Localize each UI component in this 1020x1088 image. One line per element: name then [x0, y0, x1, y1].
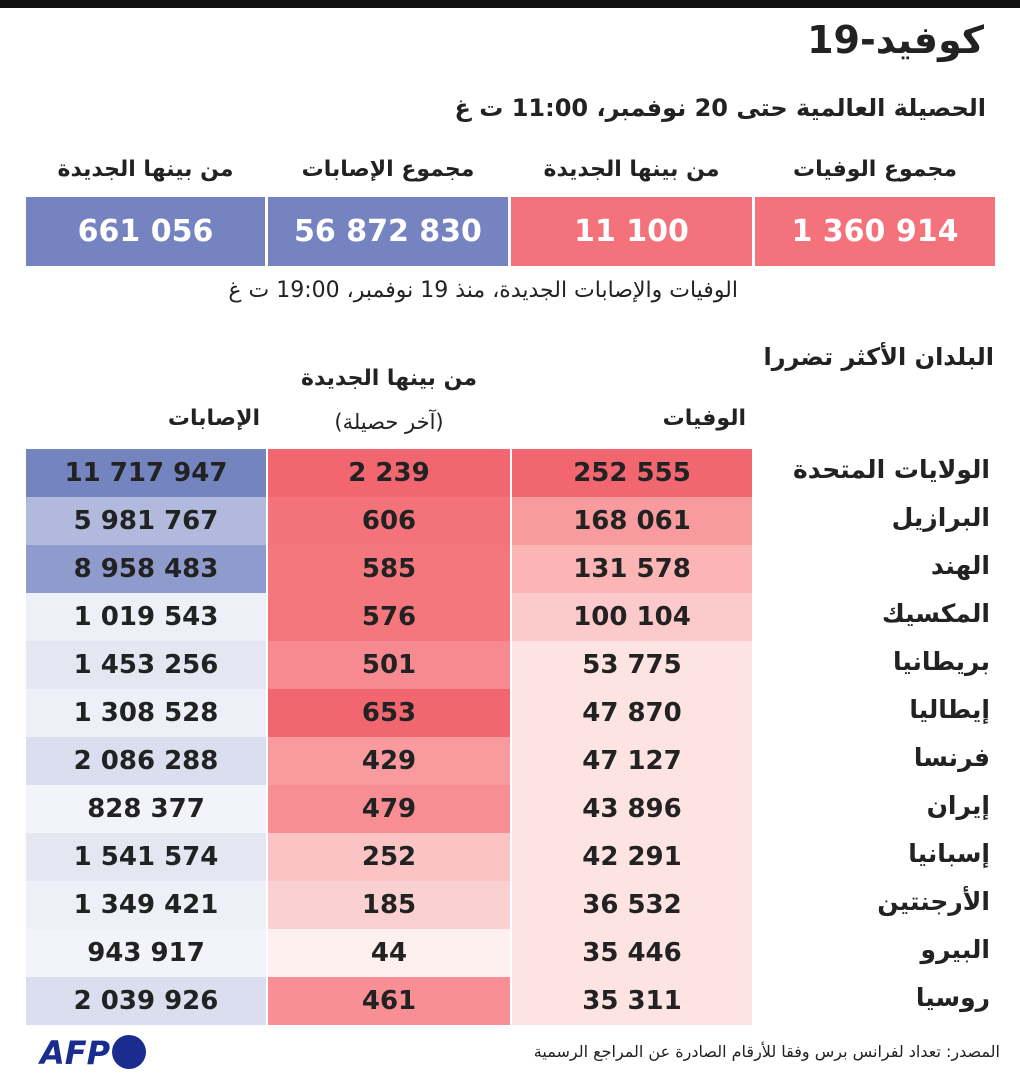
- country: البيرو: [920, 935, 990, 964]
- cases-cell: 1 453 256: [26, 641, 266, 689]
- deaths-cell: 100 104: [512, 593, 752, 641]
- source: المصدر: تعداد لفرانس برس وفقا للأرقام ال…: [533, 1042, 1000, 1061]
- deaths-cell: 35 311: [512, 977, 752, 1025]
- deaths-cell: 168 061: [512, 497, 752, 545]
- cases-cell: 828 377: [26, 785, 266, 833]
- header-new-note: (آخر حصيلة): [334, 410, 444, 434]
- cases-cell: 1 349 421: [26, 881, 266, 929]
- new-cell: 2 239: [268, 449, 510, 497]
- summary-value: 11 100: [511, 197, 752, 266]
- deaths-cell: 252 555: [512, 449, 752, 497]
- country: الولايات المتحدة: [793, 455, 990, 484]
- summary-header: مجموع الإصابات: [301, 157, 475, 182]
- country: إيران: [926, 791, 990, 820]
- country: إسبانيا: [908, 839, 990, 868]
- summary-header: من بينها الجديدة: [543, 157, 720, 182]
- deaths-cell: 36 532: [512, 881, 752, 929]
- cases-cell: 1 308 528: [26, 689, 266, 737]
- cases-cell: 1 541 574: [26, 833, 266, 881]
- new-cell: 606: [268, 497, 510, 545]
- country: الأرجنتين: [877, 887, 990, 916]
- summary-header: من بينها الجديدة: [57, 157, 234, 182]
- new-cell: 44: [268, 929, 510, 977]
- deaths-cell: 47 127: [512, 737, 752, 785]
- cases-cell: 8 958 483: [26, 545, 266, 593]
- top-bar: [0, 0, 1020, 8]
- country: إيطاليا: [909, 695, 990, 724]
- country: بريطانيا: [892, 647, 990, 676]
- country: فرنسا: [913, 743, 990, 772]
- summary-value: 1 360 914: [755, 197, 995, 266]
- new-cell: 429: [268, 737, 510, 785]
- deaths-cell: 42 291: [512, 833, 752, 881]
- new-cell: 479: [268, 785, 510, 833]
- new-cell: 252: [268, 833, 510, 881]
- cases-cell: 11 717 947: [26, 449, 266, 497]
- summary-value: 661 056: [26, 197, 265, 266]
- cases-cell: 1 019 543: [26, 593, 266, 641]
- deaths-cell: 43 896: [512, 785, 752, 833]
- deaths-cell: 131 578: [512, 545, 752, 593]
- summary-note: الوفيات والإصابات الجديدة، منذ 19 نوفمبر…: [228, 278, 738, 303]
- new-cell: 185: [268, 881, 510, 929]
- cases-cell: 2 039 926: [26, 977, 266, 1025]
- logo: AFP: [40, 1034, 147, 1072]
- country: روسيا: [915, 983, 990, 1012]
- new-cell: 501: [268, 641, 510, 689]
- table-title: البلدان الأكثر تضررا: [763, 343, 994, 371]
- summary-value: 56 872 830: [268, 197, 508, 266]
- logo-dot: [112, 1035, 147, 1069]
- cases-cell: 2 086 288: [26, 737, 266, 785]
- logo-text: AFP: [40, 1034, 111, 1072]
- new-cell: 653: [268, 689, 510, 737]
- new-cell: 461: [268, 977, 510, 1025]
- new-cell: 585: [268, 545, 510, 593]
- subtitle: الحصيلة العالمية حتى 20 نوفمبر، 11:00 ت …: [454, 94, 987, 122]
- cases-cell: 5 981 767: [26, 497, 266, 545]
- country: المكسيك: [881, 599, 990, 628]
- header-new: من بينها الجديدة: [300, 366, 478, 391]
- deaths-cell: 47 870: [512, 689, 752, 737]
- title: كوفيد-19: [807, 18, 984, 62]
- country: الهند: [930, 551, 990, 580]
- deaths-cell: 53 775: [512, 641, 752, 689]
- cases-cell: 943 917: [26, 929, 266, 977]
- deaths-cell: 35 446: [512, 929, 752, 977]
- header-cases: الإصابات: [167, 406, 260, 431]
- country: البرازيل: [891, 503, 990, 532]
- new-cell: 576: [268, 593, 510, 641]
- summary-header: مجموع الوفيات: [792, 157, 958, 182]
- header-deaths: الوفيات: [662, 406, 746, 431]
